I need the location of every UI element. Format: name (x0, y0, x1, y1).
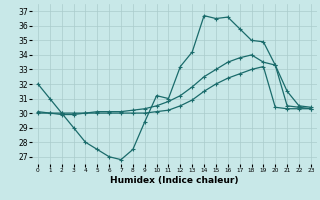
X-axis label: Humidex (Indice chaleur): Humidex (Indice chaleur) (110, 176, 239, 185)
